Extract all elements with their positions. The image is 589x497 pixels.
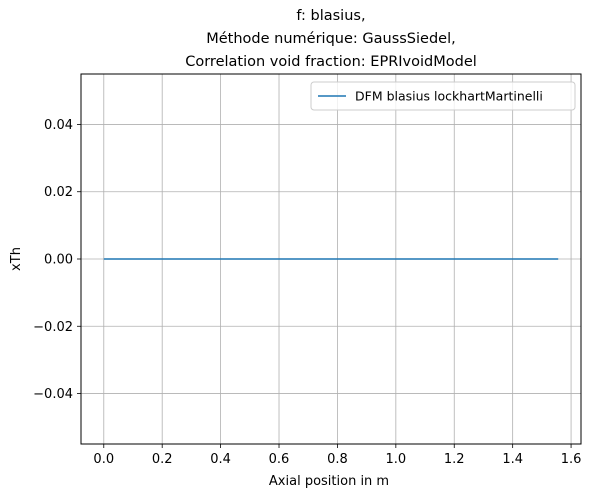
x-tick-label: 1.2 (444, 452, 465, 467)
y-tick-label: 0.04 (44, 118, 73, 133)
x-tick-label: 0.0 (93, 452, 114, 467)
y-tick-label: −0.04 (33, 387, 73, 402)
x-tick-label: 1.6 (561, 452, 582, 467)
x-tick-label: 1.0 (385, 452, 406, 467)
x-tick-label: 0.8 (327, 452, 348, 467)
y-tick-label: −0.02 (33, 320, 73, 335)
x-ticks: 0.0 0.2 0.4 0.6 0.8 1.0 1.2 1.4 1.6 (93, 444, 581, 467)
x-tick-label: 0.4 (210, 452, 231, 467)
legend-label-series-1: DFM blasius lockhartMartinelli (355, 89, 543, 104)
y-tick-label: 0.02 (44, 185, 73, 200)
legend: DFM blasius lockhartMartinelli (310, 81, 576, 111)
x-tick-label: 1.4 (502, 452, 523, 467)
chart-title-line-3: Correlation void fraction: EPRIvoidModel (185, 54, 477, 70)
chart-title-line-2: Méthode numérique: GaussSiedel, (206, 31, 455, 47)
x-tick-label: 0.6 (269, 452, 290, 467)
x-axis-label: Axial position in m (269, 474, 389, 489)
chart-title-line-1: f: blasius, (296, 8, 365, 24)
x-tick-label: 0.2 (152, 452, 173, 467)
legend-box (310, 81, 576, 111)
y-ticks: 0.04 0.02 0.00 −0.02 −0.04 (33, 118, 81, 402)
y-axis-label: xTh (9, 247, 24, 271)
plot-area: 0.0 0.2 0.4 0.6 0.8 1.0 1.2 1.4 1.6 0.04 0.02 0.00… (33, 73, 582, 467)
y-tick-label: 0.00 (44, 253, 73, 268)
